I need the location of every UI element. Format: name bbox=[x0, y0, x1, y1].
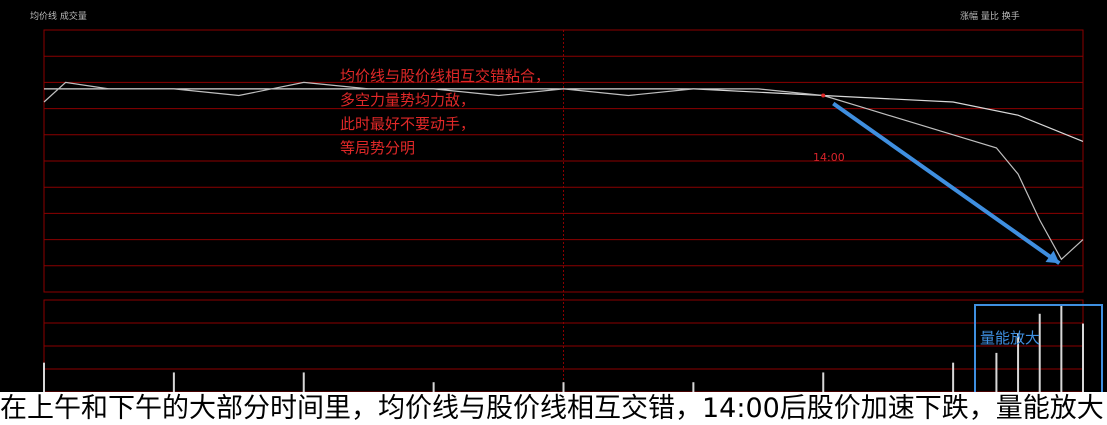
volume-bar bbox=[562, 382, 565, 392]
volume-bar bbox=[692, 382, 695, 392]
volume-bar bbox=[172, 372, 175, 392]
annotation-main: 均价线与股价线相互交错粘合， 多空力量势均力敌， 此时最好不要动手， 等局势分明 bbox=[340, 64, 550, 160]
annotation-line: 均价线与股价线相互交错粘合， bbox=[340, 67, 551, 85]
time-marker-dot bbox=[821, 93, 826, 98]
volume-bar bbox=[1038, 313, 1041, 392]
annotation-line: 等局势分明 bbox=[340, 139, 416, 157]
info-right: 涨幅 量比 换手 bbox=[960, 12, 1020, 22]
volume-bar bbox=[995, 352, 998, 392]
annotation-line: 此时最好不要动手， bbox=[340, 115, 476, 133]
trend-arrow-head bbox=[1045, 250, 1060, 264]
volume-bar bbox=[1082, 323, 1084, 392]
info-left: 均价线 成交量 bbox=[30, 12, 87, 22]
trend-arrow-shaft bbox=[832, 101, 1061, 265]
volume-bar bbox=[432, 382, 435, 392]
time-annotation: 14:00 bbox=[813, 151, 845, 164]
volume-annotation: 量能放大 bbox=[980, 329, 1041, 347]
avg-price-line bbox=[43, 81, 1084, 261]
volume-bar bbox=[43, 362, 45, 392]
volume-bar bbox=[952, 362, 955, 392]
volume-bar bbox=[1017, 333, 1020, 392]
price-line bbox=[44, 88, 1084, 142]
annotation-line: 多空力量势均力敌， bbox=[340, 91, 476, 109]
volume-bar bbox=[1060, 304, 1063, 392]
volume-bar bbox=[822, 372, 825, 392]
top-info-bar: 均价线 成交量 涨幅 量比 换手 bbox=[0, 0, 1107, 22]
volume-bar bbox=[302, 372, 305, 392]
caption-text: 在上午和下午的大部分时间里，均价线与股价线相互交错，14:00后股价加速下跌，量… bbox=[0, 392, 1107, 425]
